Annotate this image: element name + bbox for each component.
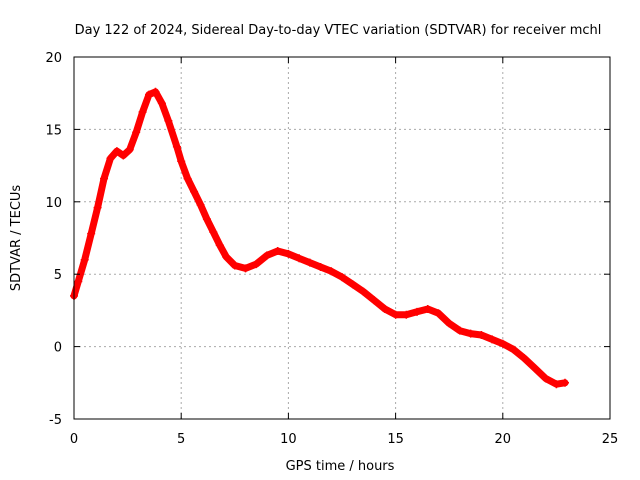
data-point — [423, 304, 432, 313]
data-point — [284, 249, 293, 258]
y-tick-label: 10 — [45, 196, 62, 211]
x-tick-label: 20 — [495, 432, 512, 447]
data-point — [164, 116, 173, 125]
data-point — [241, 264, 250, 273]
data-point — [172, 142, 181, 151]
data-point — [190, 187, 199, 196]
data-point — [488, 335, 497, 344]
data-point — [151, 87, 160, 96]
data-point — [262, 251, 271, 260]
x-tick-label: 0 — [70, 432, 78, 447]
data-point — [498, 339, 507, 348]
x-axis-label: GPS time / hours — [286, 459, 395, 474]
data-point — [87, 229, 96, 238]
data-point — [391, 310, 400, 319]
data-point — [466, 329, 475, 338]
data-point — [222, 252, 231, 261]
data-point — [509, 345, 518, 354]
data-point — [273, 247, 282, 256]
data-point — [119, 151, 128, 160]
data-point — [560, 378, 569, 387]
data-point — [106, 154, 115, 163]
data-point — [413, 307, 422, 316]
data-point — [74, 277, 83, 286]
x-tick-label: 5 — [177, 432, 185, 447]
x-tick-label: 15 — [387, 432, 404, 447]
data-point — [338, 273, 346, 282]
data-point — [100, 174, 109, 183]
data-point — [541, 374, 550, 383]
data-point — [80, 255, 89, 264]
data-point — [138, 108, 147, 117]
data-point — [380, 304, 389, 313]
data-point — [215, 241, 224, 250]
data-point — [145, 90, 154, 99]
x-tick-label: 25 — [602, 432, 619, 447]
data-point — [157, 99, 166, 108]
data-point — [202, 215, 211, 224]
y-tick-label: -5 — [49, 413, 62, 428]
data-layer — [70, 87, 569, 389]
data-point — [196, 200, 205, 209]
data-point — [445, 319, 454, 328]
y-tick-label: 15 — [45, 123, 62, 138]
data-point — [520, 354, 529, 363]
y-tick-label: 0 — [54, 341, 62, 356]
data-point — [552, 380, 561, 389]
data-point — [348, 280, 357, 289]
plot-frame — [73, 56, 611, 420]
data-point — [125, 145, 134, 154]
data-point — [370, 296, 379, 305]
data-point — [477, 331, 486, 340]
data-point — [230, 261, 239, 270]
data-point — [252, 260, 261, 269]
data-point — [132, 128, 141, 137]
data-point — [402, 310, 411, 319]
data-point — [177, 157, 186, 166]
data-point — [112, 147, 121, 156]
data-point — [327, 267, 336, 276]
data-point — [209, 228, 218, 237]
y-tick-label: 20 — [45, 51, 62, 66]
grid-layer — [74, 57, 610, 419]
x-tick-label: 10 — [280, 432, 297, 447]
data-point — [183, 174, 192, 183]
data-point — [316, 262, 325, 271]
data-point — [434, 309, 443, 318]
tick-layer: 0 5 10 15 20 25 -5 0 5 10 15 20 — [45, 51, 618, 447]
chart-title: Day 122 of 2024, Sidereal Day-to-day VTE… — [75, 23, 602, 38]
data-point — [359, 287, 368, 296]
data-point — [93, 203, 102, 212]
data-point — [455, 326, 464, 335]
y-axis-label: SDTVAR / TECUs — [9, 185, 24, 292]
data-point — [295, 254, 304, 263]
y-tick-label: 5 — [54, 268, 62, 283]
data-point — [530, 364, 539, 373]
data-point — [305, 258, 314, 267]
